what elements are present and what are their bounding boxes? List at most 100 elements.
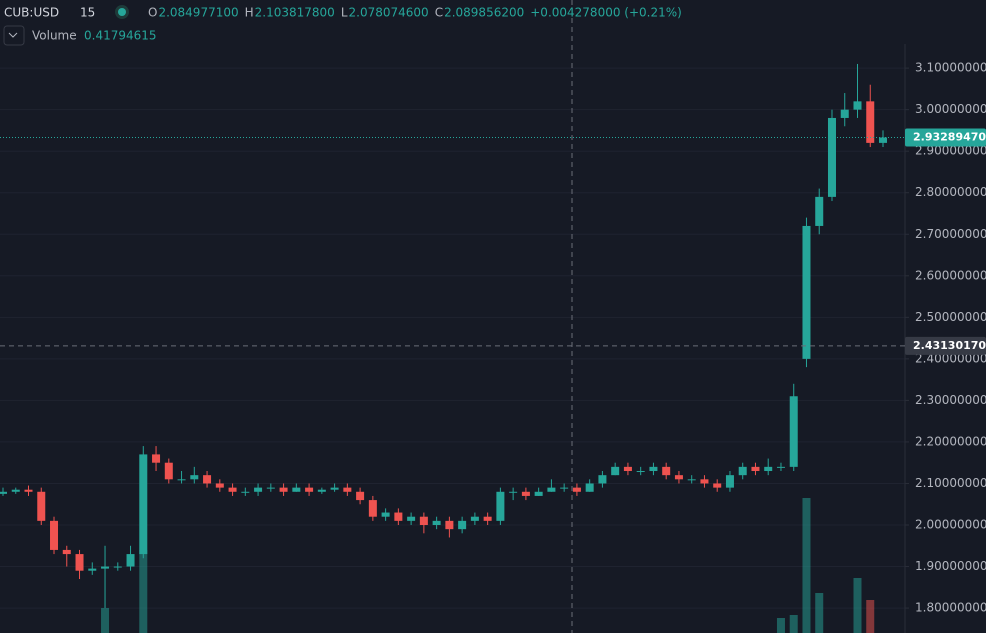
volume-bar xyxy=(789,615,798,633)
candle-body xyxy=(789,396,798,467)
candle-body xyxy=(101,566,110,569)
candle-body xyxy=(853,101,862,110)
volume-bar xyxy=(776,618,785,633)
candle-body xyxy=(330,487,339,490)
volume-label: Volume xyxy=(32,29,77,43)
candle-body xyxy=(241,491,250,493)
candle-body xyxy=(572,487,581,492)
ohlc-key: H xyxy=(245,6,254,20)
symbol: CUB:USD xyxy=(4,6,59,20)
y-tick-label: 2.400000000 xyxy=(915,351,986,365)
y-tick-label: 3.000000000 xyxy=(915,102,986,116)
candle-body xyxy=(445,520,454,530)
candle-body xyxy=(585,483,594,492)
candle-body xyxy=(394,512,403,521)
candle-body xyxy=(177,479,186,481)
candle-body xyxy=(560,487,569,489)
grid xyxy=(0,67,905,609)
candle-body xyxy=(152,454,161,463)
interval: 15 xyxy=(80,6,95,20)
header: CUB:USD 15 O 2.084977100 H 2.103817800 L 2.07… xyxy=(3,5,682,46)
y-tick-label: 2.100000000 xyxy=(915,476,986,490)
candle-body xyxy=(190,475,199,480)
candle-body xyxy=(776,466,785,468)
y-tick-label: 3.100000000 xyxy=(915,61,986,75)
candle-body xyxy=(458,520,467,530)
ohlc-legend: O 2.084977100 H 2.103817800 L 2.078074600 C 2.0… xyxy=(148,6,682,20)
candle-body xyxy=(879,137,887,143)
y-tick-label: 2.200000000 xyxy=(915,434,986,448)
candle-body xyxy=(305,487,314,492)
candle-body xyxy=(139,454,148,555)
ohlc-key: L xyxy=(341,6,348,20)
candle-body xyxy=(407,516,416,521)
y-tick-label: 1.800000000 xyxy=(915,601,986,615)
candle-body xyxy=(483,516,492,521)
candle-body xyxy=(470,516,479,521)
candle-body xyxy=(419,516,428,526)
candle-body xyxy=(674,475,683,480)
candle-body xyxy=(636,471,645,473)
y-tick-label: 2.900000000 xyxy=(915,144,986,158)
candles xyxy=(0,63,887,609)
last-price-tag xyxy=(905,128,986,147)
y-tick-label: 2.700000000 xyxy=(915,227,986,241)
price-axis: 1.800000000 1.900000000 2.000000000 2.10000… xyxy=(905,61,986,615)
ohlc-key: C xyxy=(435,6,443,20)
candle-body xyxy=(827,117,836,197)
volume-value: 0.41794615 xyxy=(84,29,157,43)
candle-body xyxy=(687,479,696,481)
candle-body xyxy=(50,520,59,550)
volume-bar xyxy=(802,498,811,633)
ohlc-value: 2.084977100 xyxy=(158,6,238,20)
candle-body xyxy=(24,489,33,492)
candle-body xyxy=(700,479,709,484)
candle-body xyxy=(432,520,441,526)
candle-body xyxy=(317,489,326,492)
candle-body xyxy=(598,475,607,484)
candle-body xyxy=(368,500,377,517)
y-tick-label: 2.500000000 xyxy=(915,310,986,324)
candle-body xyxy=(343,487,352,492)
candle-body xyxy=(547,487,556,492)
candle-body xyxy=(623,466,632,472)
candle-body xyxy=(164,462,173,480)
candle-body xyxy=(866,101,875,143)
volume-pane xyxy=(101,498,875,633)
candle-body xyxy=(356,491,365,501)
ohlc-value: 2.103817800 xyxy=(255,6,335,20)
candle-body xyxy=(815,196,824,226)
y-tick-label: 2.800000000 xyxy=(915,185,986,199)
candle-body xyxy=(381,512,390,517)
volume-bar xyxy=(101,608,110,633)
collapse-button[interactable] xyxy=(3,25,25,46)
candle-body xyxy=(254,487,263,492)
crosshair-tag xyxy=(905,336,986,355)
candle-body xyxy=(764,466,773,472)
candle-body xyxy=(228,487,237,492)
y-tick-label: 2.000000000 xyxy=(915,518,986,532)
candle-body xyxy=(126,554,135,567)
candle-body xyxy=(840,109,849,118)
candle-body xyxy=(279,487,288,492)
volume-bar xyxy=(866,600,875,633)
candle-body xyxy=(534,491,543,496)
candle-body xyxy=(75,554,84,571)
candle-body xyxy=(738,466,747,476)
y-tick-label: 1.900000000 xyxy=(915,559,986,573)
candle-body xyxy=(496,491,505,521)
candle-body xyxy=(203,475,212,484)
candle-body xyxy=(649,466,658,472)
candle-body xyxy=(751,466,760,472)
volume-bar xyxy=(139,550,148,633)
candle-body xyxy=(62,549,71,555)
candle-body xyxy=(611,466,620,476)
y-tick-label: 2.300000000 xyxy=(915,393,986,407)
candle-body xyxy=(215,483,224,488)
last-price-label: 2.932894700 xyxy=(913,131,986,144)
candle-body xyxy=(713,483,722,488)
candle-body xyxy=(11,489,20,492)
ohlc-value: 2.078074600 xyxy=(349,6,429,20)
